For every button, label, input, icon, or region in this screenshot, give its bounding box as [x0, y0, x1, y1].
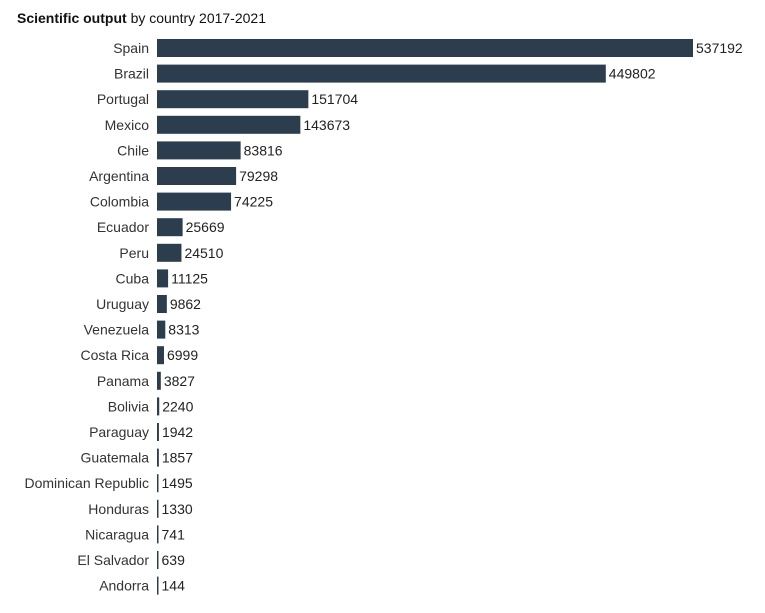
bar — [157, 397, 160, 416]
bar — [157, 474, 159, 493]
category-label: Chile — [117, 142, 149, 158]
value-label: 3827 — [164, 373, 195, 389]
bar — [157, 269, 169, 288]
bar — [157, 64, 606, 83]
bar — [157, 525, 159, 544]
value-label: 741 — [162, 526, 186, 542]
category-label: Brazil — [114, 66, 149, 82]
bar — [157, 218, 183, 237]
chart-title: Scientific output — [17, 10, 127, 26]
category-label: Spain — [113, 40, 149, 56]
bar — [157, 90, 309, 109]
bar — [157, 576, 159, 595]
value-label: 1330 — [162, 501, 193, 517]
category-label: Colombia — [90, 194, 149, 210]
category-label: Andorra — [99, 578, 149, 594]
chart-subtitle: by country 2017-2021 — [130, 10, 266, 26]
value-label: 1495 — [162, 475, 193, 491]
value-label: 143673 — [303, 117, 350, 133]
chart-title-line: Scientific output by country 2017-2021 — [17, 9, 266, 27]
value-label: 8313 — [168, 322, 199, 338]
category-label: Dominican Republic — [24, 475, 149, 491]
category-label: Honduras — [88, 501, 149, 517]
category-label: Bolivia — [108, 398, 149, 414]
bar — [157, 448, 159, 467]
bar — [157, 243, 182, 262]
category-label: Paraguay — [89, 424, 149, 440]
value-label: 74225 — [234, 194, 273, 210]
bar — [157, 167, 237, 185]
category-label: Guatemala — [81, 450, 150, 466]
category-label: Cuba — [116, 270, 150, 286]
bar — [157, 551, 159, 569]
category-label: Uruguay — [96, 296, 149, 312]
bar — [157, 371, 161, 390]
bar — [157, 115, 301, 134]
value-label: 79298 — [239, 168, 278, 184]
category-label: Venezuela — [84, 322, 150, 338]
category-label: Panama — [97, 373, 149, 389]
category-label: Portugal — [97, 91, 149, 107]
bar — [157, 499, 159, 518]
category-label: Mexico — [105, 117, 150, 133]
category-label: Nicaragua — [85, 526, 149, 542]
bar — [157, 39, 693, 57]
category-label: Peru — [119, 245, 149, 261]
value-label: 9862 — [170, 296, 201, 312]
value-label: 2240 — [162, 398, 193, 414]
bar — [157, 320, 166, 339]
value-label: 449802 — [609, 66, 656, 82]
category-label: Costa Rica — [81, 347, 150, 363]
value-label: 151704 — [311, 91, 358, 107]
bar — [157, 346, 164, 365]
value-label: 537192 — [696, 40, 743, 56]
category-label: El Salvador — [77, 552, 149, 568]
bar — [157, 192, 232, 211]
value-label: 83816 — [244, 142, 283, 158]
bar — [157, 141, 241, 160]
value-label: 1857 — [162, 450, 193, 466]
bar — [157, 295, 167, 313]
value-label: 639 — [162, 552, 186, 568]
value-label: 24510 — [184, 245, 223, 261]
value-label: 144 — [162, 578, 186, 594]
category-label: Argentina — [89, 168, 149, 184]
value-label: 1942 — [162, 424, 193, 440]
bar — [157, 423, 159, 441]
value-label: 11125 — [171, 270, 208, 286]
category-label: Ecuador — [97, 219, 149, 235]
value-label: 25669 — [186, 219, 225, 235]
value-label: 6999 — [167, 347, 198, 363]
